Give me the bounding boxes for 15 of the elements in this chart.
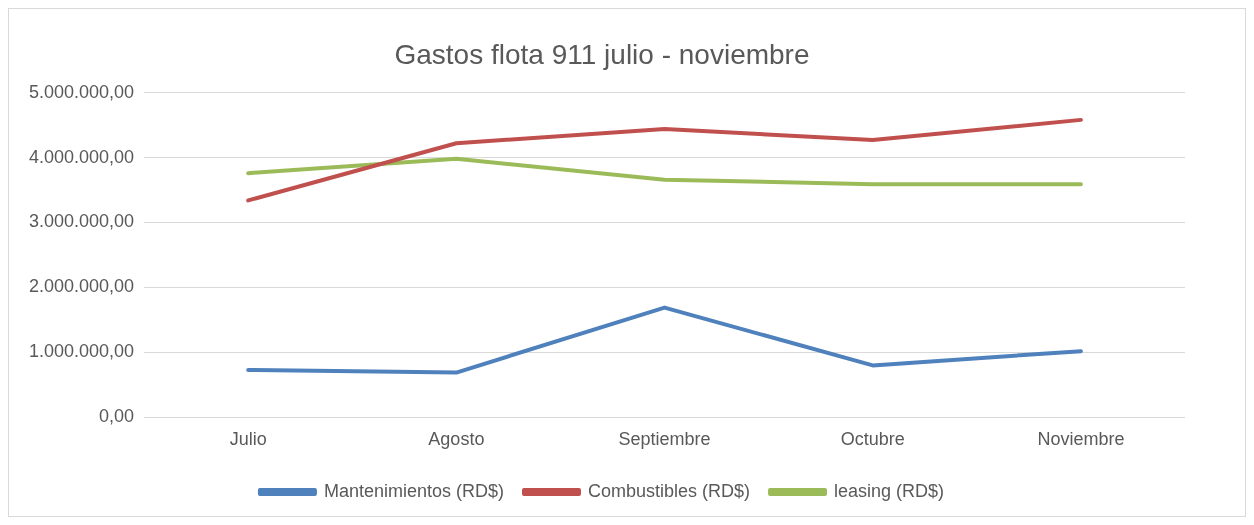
y-tick-label: 4.000.000,00 [28,146,135,167]
x-tick-label: Septiembre [618,429,711,450]
y-tick-label: 3.000.000,00 [28,211,135,232]
legend-label: leasing (RD$) [834,480,945,501]
x-tick-label: Julio [229,429,267,450]
legend-label: Mantenimientos (RD$) [323,480,504,501]
chart-title: Gastos flota 911 julio - noviembre [394,38,810,70]
x-tick-label: Noviembre [1037,429,1125,450]
y-tick-label: 0,00 [99,406,135,427]
y-tick-label: 2.000.000,00 [28,276,135,297]
x-tick-label: Agosto [428,429,485,450]
y-tick-label: 1.000.000,00 [28,341,135,362]
legend-label: Combustibles (RD$) [587,480,751,501]
y-tick-label: 5.000.000,00 [28,81,135,102]
x-tick-label: Octubre [840,429,905,450]
